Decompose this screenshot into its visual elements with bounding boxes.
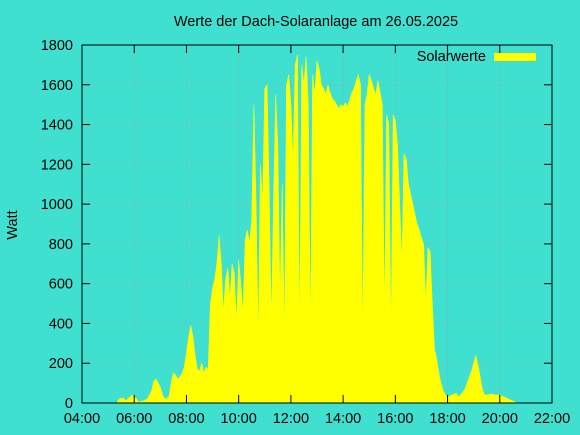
x-tick-label: 04:00: [64, 411, 100, 427]
legend-label: Solarwerte: [417, 49, 486, 65]
y-tick-label: 1600: [41, 78, 73, 94]
chart-title: Werte der Dach-Solaranlage am 26.05.2025: [174, 14, 458, 30]
x-tick-label: 08:00: [168, 411, 204, 427]
x-tick-label: 16:00: [377, 411, 413, 427]
plot-frame: [81, 44, 553, 404]
y-tick-label: 0: [65, 396, 73, 412]
y-tick-label: 1800: [41, 38, 73, 54]
x-tick-label: 12:00: [273, 411, 309, 427]
y-tick-label: 200: [49, 356, 73, 372]
area-layer: [116, 54, 518, 404]
x-tick-label: 18:00: [429, 411, 465, 427]
x-tick-label: 06:00: [116, 411, 152, 427]
x-tick-label: 14:00: [325, 411, 361, 427]
plot-border: [81, 44, 553, 404]
legend-swatch: [494, 53, 536, 61]
x-tick-label: 10:00: [221, 411, 257, 427]
y-axis: 0 200 400 600 800 1000 1200 1400 1600 1800: [41, 38, 552, 412]
legend: Solarwerte: [417, 49, 536, 65]
series-area-solarwerte: [116, 54, 518, 404]
x-axis: 04:00 06:00 08:00 10:00 12:00 14:00 16:00 18:00…: [64, 45, 570, 427]
y-tick-label: 600: [49, 277, 73, 293]
y-tick-label: 1400: [41, 118, 73, 134]
y-axis-label: Watt: [5, 210, 21, 239]
y-tick-label: 1200: [41, 157, 73, 173]
y-tick-label: 800: [49, 237, 73, 253]
y-tick-label: 400: [49, 316, 73, 332]
y-tick-label: 1000: [41, 197, 73, 213]
x-tick-label: 20:00: [482, 411, 518, 427]
x-tick-label: 22:00: [534, 411, 570, 427]
